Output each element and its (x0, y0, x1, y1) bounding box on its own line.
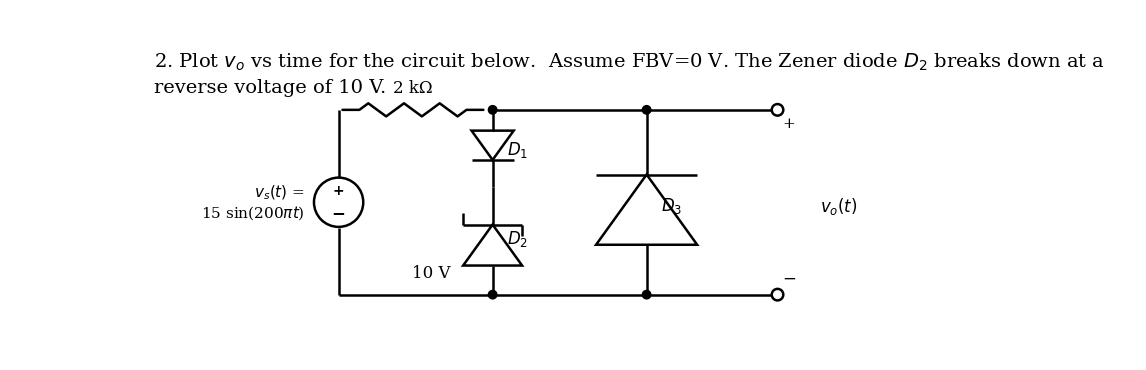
Text: $D_1$: $D_1$ (508, 140, 528, 160)
Text: −: − (331, 204, 346, 222)
Circle shape (643, 290, 651, 299)
Text: −: − (782, 271, 796, 288)
Text: $v_s(t)$ =: $v_s(t)$ = (254, 184, 305, 202)
Circle shape (488, 105, 497, 114)
Text: +: + (332, 184, 345, 198)
Text: +: + (783, 117, 795, 131)
Text: $D_3$: $D_3$ (661, 196, 683, 216)
Circle shape (643, 105, 651, 114)
Text: 2. Plot $v_o$ vs time for the circuit below.  Assume FBV=0 V. The Zener diode $D: 2. Plot $v_o$ vs time for the circuit be… (154, 52, 1105, 73)
Text: 15 sin(200$\pi t$): 15 sin(200$\pi t$) (201, 204, 305, 222)
Text: $D_2$: $D_2$ (508, 229, 528, 249)
Text: reverse voltage of 10 V.: reverse voltage of 10 V. (154, 79, 386, 97)
Circle shape (488, 290, 497, 299)
Text: $v_o(t)$: $v_o(t)$ (819, 196, 857, 216)
Text: 10 V: 10 V (411, 265, 450, 282)
Text: 2 kΩ: 2 kΩ (393, 80, 433, 97)
